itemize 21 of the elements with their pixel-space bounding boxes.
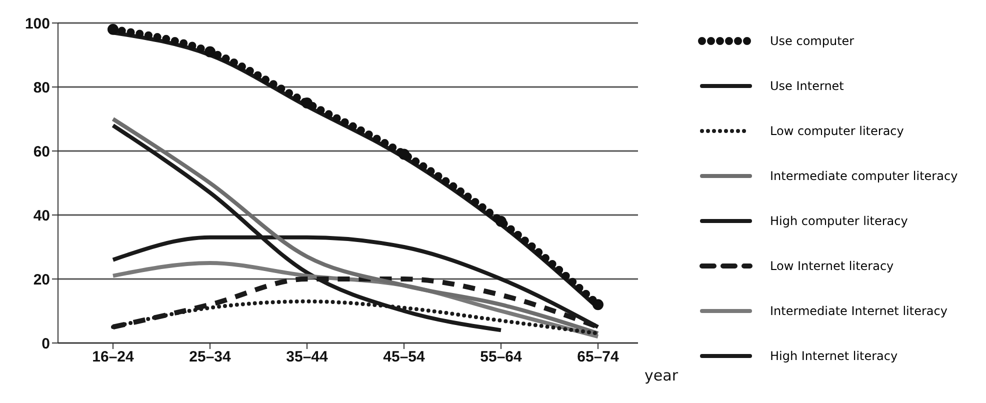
x-tick-label: 25–34 [189,348,232,366]
legend-label: Low computer literacy [770,124,904,138]
y-tick-label: 0 [42,335,50,352]
x-tick-label: 45–54 [383,348,426,366]
x-tick-label: 55–64 [480,348,523,366]
legend-label: High computer literacy [770,214,908,228]
y-tick-label: 20 [33,271,50,288]
legend-label: Intermediate computer literacy [770,168,958,182]
legend-label: Low Internet literacy [770,258,894,272]
legend-label: Intermediate Internet literacy [770,304,948,318]
x-tick-label: 16–24 [92,348,135,366]
x-tick-label: 35–44 [286,348,329,366]
legend-label: Use computer [770,34,854,48]
x-axis-title: year [644,366,679,384]
legend-label: High Internet literacy [770,348,898,362]
y-tick-label: 80 [33,79,50,96]
y-tick-label: 100 [24,15,50,32]
y-tick-label: 40 [33,207,50,224]
x-tick-label: 65–74 [577,348,620,366]
legend-label: Use Internet [770,78,844,92]
y-tick-label: 60 [33,143,50,160]
